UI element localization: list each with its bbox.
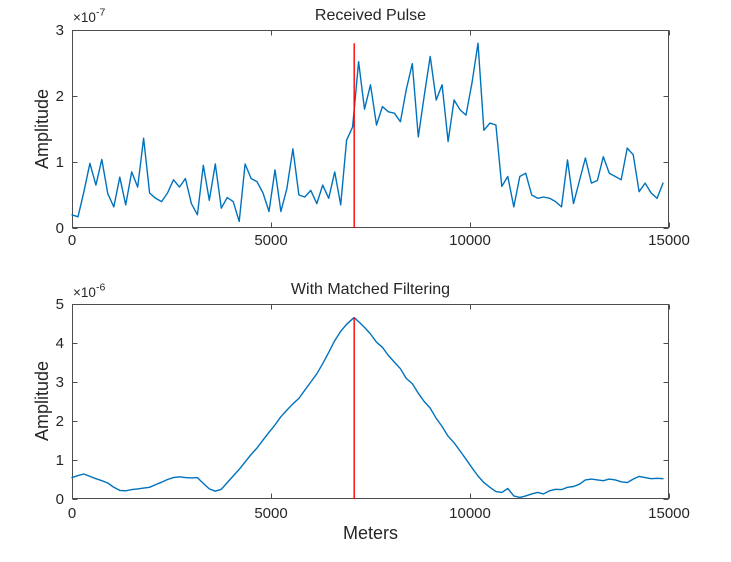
y-tick-label: 1 bbox=[56, 154, 64, 171]
pulse-plot-area: 0 5000 10000 15000 0 1 2 3 bbox=[56, 22, 690, 249]
filtered-y-exponent-power: -6 bbox=[96, 282, 105, 294]
y-tick-label: 2 bbox=[56, 413, 64, 430]
y-tick-label: 0 bbox=[56, 220, 64, 237]
received-pulse-signal bbox=[71, 42, 664, 223]
y-tick-label: 5 bbox=[56, 296, 64, 313]
x-axis-label: Meters bbox=[343, 523, 398, 543]
pulse-chart: 0 5000 10000 15000 0 1 2 3 Received Pulse ×10 -… bbox=[32, 7, 690, 250]
x-tick-label: 5000 bbox=[254, 232, 287, 249]
x-tick-label: 10000 bbox=[449, 232, 491, 249]
filtered-plot-area: 0 5000 10000 15000 0 1 2 3 4 5 bbox=[56, 296, 690, 522]
filtered-y-exponent: ×10 bbox=[73, 285, 96, 300]
y-tick-label: 3 bbox=[56, 374, 64, 391]
filtered-chart: 0 5000 10000 15000 0 1 2 3 4 5 With Matched Filte… bbox=[32, 281, 690, 543]
plot-frame bbox=[72, 30, 669, 228]
y-tick-label: 0 bbox=[56, 491, 64, 508]
plot-frame bbox=[72, 304, 669, 499]
pulse-y-exponent: ×10 bbox=[73, 10, 96, 25]
y-tick-label: 3 bbox=[56, 22, 64, 39]
x-tick-label: 10000 bbox=[449, 505, 491, 522]
x-tick-label: 0 bbox=[68, 232, 76, 249]
x-tick-label: 15000 bbox=[648, 505, 690, 522]
x-tick-label: 15000 bbox=[648, 232, 690, 249]
filtered-ylabel: Amplitude bbox=[32, 361, 52, 441]
x-tick-label: 5000 bbox=[254, 505, 287, 522]
filtered-chart-title: With Matched Filtering bbox=[291, 281, 450, 298]
pulse-chart-title: Received Pulse bbox=[315, 7, 426, 24]
pulse-y-exponent-power: -7 bbox=[96, 7, 105, 19]
y-tick-label: 1 bbox=[56, 452, 64, 469]
y-tick-label: 2 bbox=[56, 88, 64, 105]
x-tick-label: 0 bbox=[68, 505, 76, 522]
matched-filter-output bbox=[71, 316, 664, 499]
y-tick-label: 4 bbox=[56, 335, 64, 352]
pulse-ylabel: Amplitude bbox=[32, 89, 52, 169]
